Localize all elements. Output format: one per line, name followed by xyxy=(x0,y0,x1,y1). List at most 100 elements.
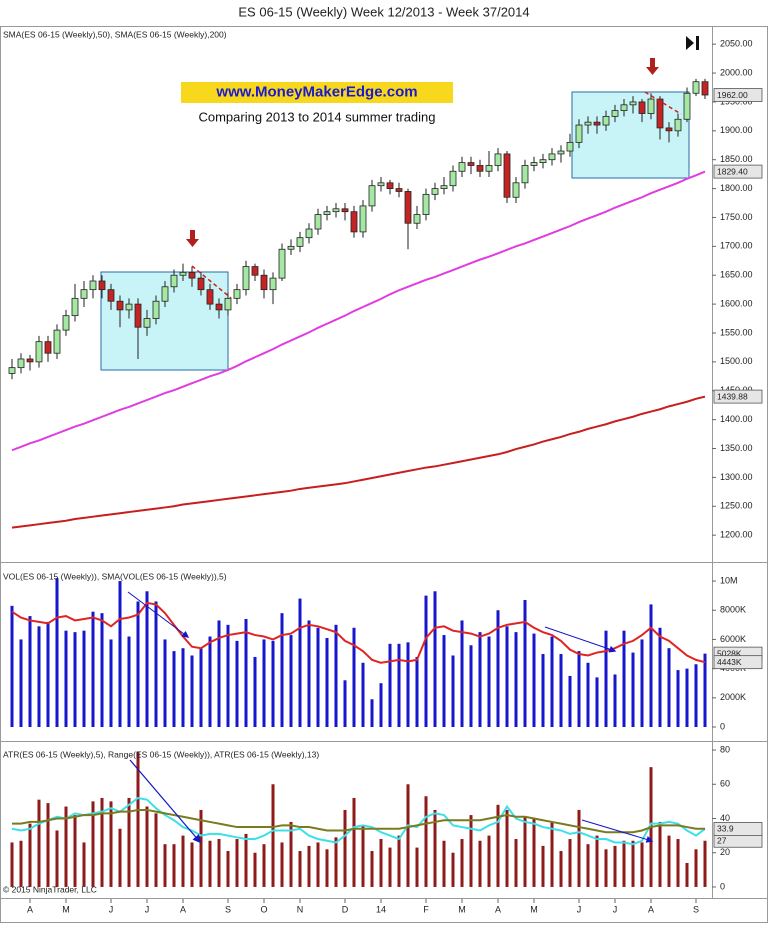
candle-body xyxy=(440,185,448,189)
candle-body xyxy=(656,98,664,129)
bar xyxy=(226,851,230,887)
candle-body xyxy=(80,289,88,299)
bar xyxy=(469,645,473,728)
candle-body xyxy=(269,277,277,291)
bar xyxy=(100,613,104,728)
bar xyxy=(325,849,329,887)
x-tick-label: J xyxy=(109,904,114,914)
candle-body xyxy=(53,329,61,354)
candle-body xyxy=(314,214,322,230)
bar xyxy=(46,803,50,887)
down-arrow xyxy=(186,230,199,247)
bar xyxy=(334,624,338,728)
nav-end-icon[interactable] xyxy=(686,36,699,50)
x-tick-label: 14 xyxy=(376,904,386,914)
bar xyxy=(172,844,176,887)
bar xyxy=(370,851,374,887)
value-tag-box xyxy=(713,389,763,404)
series-line xyxy=(11,601,706,664)
bar xyxy=(226,624,230,728)
candle-body xyxy=(107,289,115,302)
y-tick-label: 0 xyxy=(720,721,725,731)
bar xyxy=(325,637,329,728)
bar xyxy=(703,840,707,887)
y-tick-label: 1200.00 xyxy=(720,530,753,540)
candle-body xyxy=(116,300,124,311)
bar xyxy=(190,655,194,728)
bar xyxy=(541,654,545,728)
x-tick-label: S xyxy=(225,904,231,914)
y-tick-label: 1600.00 xyxy=(720,298,753,308)
bar xyxy=(685,668,689,728)
candle-body xyxy=(593,121,601,126)
bar xyxy=(91,611,95,728)
bar xyxy=(478,840,482,887)
subtitle: Comparing 2013 to 2014 summer trading xyxy=(198,109,435,124)
bar xyxy=(532,633,536,728)
bar xyxy=(352,627,356,728)
bar xyxy=(586,844,590,887)
bar xyxy=(163,639,167,728)
bar xyxy=(199,648,203,728)
x-tick-label: A xyxy=(495,904,501,914)
candle-body xyxy=(521,165,529,184)
bar xyxy=(379,683,383,728)
arrow xyxy=(129,759,202,844)
x-tick-label: S xyxy=(693,904,699,914)
bar xyxy=(82,630,86,728)
bar xyxy=(460,620,464,728)
bar xyxy=(244,833,248,887)
candle-body xyxy=(368,185,376,207)
bar xyxy=(136,751,140,887)
bar xyxy=(64,630,68,728)
banner-box xyxy=(181,82,453,103)
series-line xyxy=(11,796,706,846)
chart-title: ES 06-15 (Weekly) Week 12/2013 - Week 37… xyxy=(238,4,529,19)
value-tag-label: 33.9 xyxy=(717,824,734,834)
candle-body xyxy=(647,98,655,114)
candle-body xyxy=(413,214,421,224)
bar xyxy=(487,636,491,728)
x-tick-label: O xyxy=(260,904,267,914)
bar xyxy=(361,825,365,887)
bar xyxy=(649,604,653,728)
arrow xyxy=(581,819,654,843)
series-line xyxy=(12,808,705,834)
candle-body xyxy=(458,162,466,172)
bar xyxy=(262,639,266,728)
bar xyxy=(145,806,149,887)
y-tick-label: 1700.00 xyxy=(720,241,753,251)
bar xyxy=(217,839,221,887)
bar xyxy=(604,630,608,728)
bar xyxy=(577,651,581,728)
bar xyxy=(19,840,23,887)
candle-body xyxy=(548,153,556,161)
x-tick-label: D xyxy=(342,904,349,914)
bar xyxy=(514,839,518,887)
bar xyxy=(631,652,635,728)
candle-body xyxy=(602,115,610,126)
value-tag: 33.9 xyxy=(713,822,763,836)
x-tick-label: J xyxy=(613,904,618,914)
x-tick-label: J xyxy=(145,904,150,914)
y-tick-label: 20 xyxy=(720,847,730,857)
value-tag-box xyxy=(713,655,763,670)
candle-body xyxy=(359,205,367,233)
bar xyxy=(316,627,320,728)
bar xyxy=(64,806,68,887)
candle-body xyxy=(233,289,241,299)
bar xyxy=(235,839,239,887)
bar xyxy=(631,840,635,887)
candle-body xyxy=(251,266,259,276)
bar xyxy=(271,640,275,728)
bar xyxy=(91,801,95,887)
value-tag: 4443K xyxy=(713,655,763,670)
bar xyxy=(640,639,644,728)
bar xyxy=(73,815,77,887)
candle-body xyxy=(188,271,196,279)
bar xyxy=(406,642,410,728)
bar xyxy=(10,842,14,887)
down-arrow xyxy=(646,58,659,75)
value-tag: 27 xyxy=(713,833,763,848)
